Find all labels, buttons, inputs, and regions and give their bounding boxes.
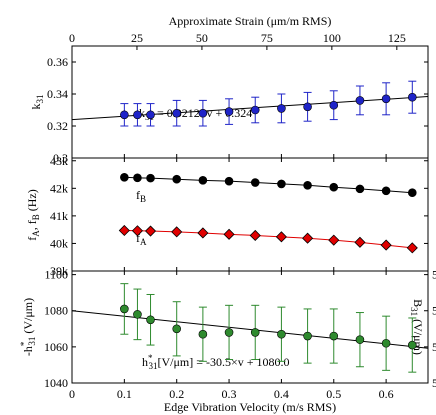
k31-point (250, 105, 260, 115)
freq-ylabel: fA, fB (Hz) (25, 189, 41, 241)
k31-point (277, 104, 286, 113)
freq-series-line (124, 229, 413, 249)
h31-point (120, 304, 129, 314)
h31-point (172, 324, 182, 334)
freq-y-tick-label: 39k (50, 264, 68, 278)
top-tick-label: 125 (388, 31, 406, 45)
h31-point (355, 335, 365, 344)
k31-point (355, 96, 365, 105)
freq-point (329, 182, 339, 192)
top-axis-title: Approximate Strain (μm/m RMS) (169, 14, 332, 28)
h31-point (198, 329, 208, 339)
h31-point (224, 328, 234, 337)
freq-point (277, 179, 286, 189)
freq-point (406, 242, 418, 254)
h31-point (381, 338, 391, 348)
freq-point (302, 232, 314, 244)
freq-point (328, 234, 340, 246)
k31-y-tick-label: 0.36 (47, 55, 68, 69)
k31-ylabel: k31 (29, 95, 45, 110)
k31-point (133, 110, 142, 120)
h31-point (250, 328, 260, 337)
freq-point (131, 225, 144, 237)
freq-point (249, 229, 261, 242)
h31-point (407, 340, 417, 350)
h31-y-tick-label: 1080 (44, 304, 68, 318)
freq-point (146, 173, 155, 183)
freq-point (133, 173, 142, 183)
k31-point (303, 102, 312, 112)
top-tick-label: 25 (131, 31, 143, 45)
panel-h31-frame (71, 270, 429, 384)
freq-point (407, 188, 417, 198)
freq-y-tick-label: 43k (50, 154, 68, 168)
x-tick-label: 0.3 (222, 387, 237, 401)
h31-right-tick-label: 55 (432, 268, 436, 282)
panel-k31-frame (71, 45, 429, 159)
freq-point (381, 186, 391, 196)
freq-point (171, 226, 183, 238)
freq-point (144, 225, 157, 237)
bottom-axis-title: Edge Vibration Velocity (m/s RMS) (164, 400, 336, 414)
x-tick-label: 0.4 (274, 387, 289, 401)
k31-y-tick-label: 0.3 (53, 151, 68, 165)
freq-point (355, 184, 365, 194)
freq-point (303, 180, 312, 190)
k31-point (172, 108, 182, 118)
h31-right-tick-label: 54 (432, 304, 436, 318)
h31-fit-line (71, 310, 429, 349)
top-tick-label: 75 (261, 31, 273, 45)
h31-point (133, 310, 142, 319)
k31-y-tick-label: 0.34 (47, 87, 68, 101)
fB-series-label: fB (136, 188, 146, 204)
h31-point (277, 329, 286, 339)
h31-right-tick-label: 53 (432, 340, 436, 354)
freq-point (380, 239, 392, 251)
freq-point (197, 227, 209, 239)
k31-point (381, 94, 391, 104)
h31-point (303, 331, 312, 341)
freq-point (275, 231, 287, 243)
h31-fit-label: h* 31[V/μm] = -30.5×v + 1080.0 (142, 353, 290, 371)
freq-point (224, 176, 234, 186)
freq-point (118, 224, 130, 237)
freq-y-tick-label: 42k (50, 181, 68, 195)
freq-series-line (124, 176, 413, 194)
freq-point (172, 174, 182, 184)
k31-point (120, 110, 129, 120)
h31-point (329, 331, 339, 341)
k31-point (329, 100, 339, 110)
freq-point (223, 228, 235, 240)
top-tick-label: 0 (69, 31, 75, 45)
x-tick-label: 0.6 (379, 387, 394, 401)
top-tick-label: 100 (323, 31, 341, 45)
top-tick-label: 50 (196, 31, 208, 45)
h31-ylabel: -h*31 (V/μm) (19, 298, 37, 356)
h31-y-tick-label: 1060 (44, 340, 68, 354)
freq-point (120, 172, 129, 182)
h31-point (146, 315, 155, 325)
k31-fit-line (71, 96, 429, 121)
x-tick-label: 0.2 (169, 387, 184, 401)
freq-point (198, 176, 208, 185)
freq-y-tick-label: 40k (50, 236, 68, 250)
h31-right-tick-label: 52 (432, 376, 436, 390)
k31-point (407, 92, 417, 102)
x-tick-label: 0.1 (117, 387, 132, 401)
h31-y-tick-label: 1040 (44, 376, 68, 390)
h31-y-tick-label: 1100 (44, 268, 68, 282)
fA-series-label: fA (136, 231, 147, 247)
k31-point (146, 110, 155, 120)
k31-point (224, 107, 234, 116)
freq-point (354, 236, 366, 248)
chart-marks: 0 0.1 0.2 0.3 0.4 0.5 0.6 0 25 50 75 100 125 0.3 0.32 0… (44, 31, 436, 401)
k31-y-tick-label: 0.32 (47, 119, 68, 133)
freq-point (250, 178, 260, 187)
k31-point (198, 108, 208, 118)
freq-y-tick-label: 41k (50, 209, 68, 223)
x-tick-label: 0 (69, 387, 75, 401)
x-tick-label: 0.5 (326, 387, 341, 401)
